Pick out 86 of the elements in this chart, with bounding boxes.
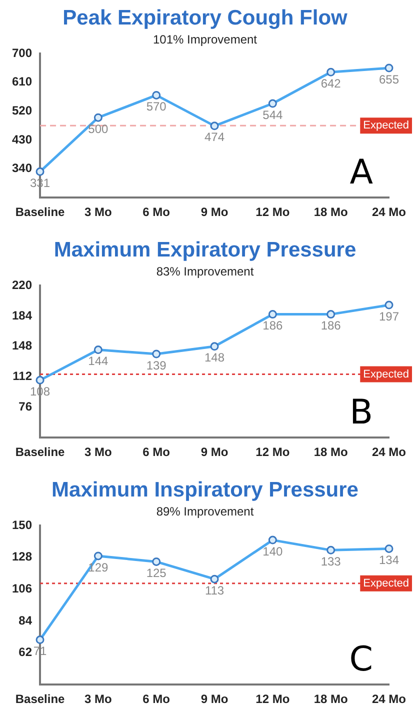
data-label: 197 xyxy=(378,309,400,324)
data-label: 570 xyxy=(146,100,167,114)
point xyxy=(384,300,394,310)
x-tick-label: 24 Mo xyxy=(372,445,406,460)
data-label: 544 xyxy=(262,108,284,122)
x-tick-label: 6 Mo xyxy=(142,445,170,460)
annotation: B xyxy=(350,392,373,432)
data-label: 474 xyxy=(204,130,225,144)
y-tick-label: 700 xyxy=(12,46,32,60)
data-label: 139 xyxy=(146,358,167,372)
point xyxy=(210,574,219,584)
point xyxy=(36,636,44,644)
x-tick-label: 9 Mo xyxy=(200,692,228,706)
data-label: 500 xyxy=(88,122,109,136)
y-tick-label: 150 xyxy=(12,518,32,532)
point xyxy=(152,350,161,358)
data-label: 186 xyxy=(262,318,284,333)
point xyxy=(326,68,336,76)
x-tick-label: 3 Mo xyxy=(84,445,112,460)
x-tick-label: 3 Mo xyxy=(84,205,112,220)
x-tick-label: 18 Mo xyxy=(314,692,348,706)
chart-title: Peak Expiratory Cough Flow xyxy=(62,6,348,30)
y-tick-label: 148 xyxy=(12,338,32,353)
x-tick-label: 9 Mo xyxy=(200,445,228,460)
x-tick-label: 3 Mo xyxy=(84,692,112,706)
point xyxy=(152,90,161,100)
y-tick-label: 112 xyxy=(12,369,32,384)
y-tick-label: 610 xyxy=(12,74,32,89)
x-tick-label: 12 Mo xyxy=(256,692,290,706)
x-tick-label: 6 Mo xyxy=(142,692,170,706)
x-tick-label: 18 Mo xyxy=(314,445,348,460)
x-tick-label: 24 Mo xyxy=(372,692,406,706)
x-tick-label: Baseline xyxy=(15,445,66,460)
point xyxy=(210,342,219,351)
x-tick-label: Baseline xyxy=(15,692,66,706)
y-tick-label: 106 xyxy=(12,582,32,596)
chart-subtitle: 83% Improvement xyxy=(156,264,254,279)
point xyxy=(94,552,102,560)
y-tick-label: 340 xyxy=(12,161,32,176)
y-tick-label: 520 xyxy=(12,104,32,118)
point xyxy=(36,376,44,384)
x-tick-label: 18 Mo xyxy=(314,205,348,220)
x-tick-label: 6 Mo xyxy=(142,205,170,220)
point xyxy=(326,310,336,319)
point xyxy=(268,310,277,319)
y-tick-label: 184 xyxy=(12,308,32,322)
point xyxy=(152,557,161,566)
data-label: 133 xyxy=(320,554,342,568)
ref-line-label: Expected xyxy=(363,577,410,590)
y-tick-label: 62 xyxy=(18,645,32,660)
point xyxy=(94,113,102,122)
chart-subtitle: 89% Improvement xyxy=(156,504,254,519)
point xyxy=(94,346,102,354)
y-tick-label: 220 xyxy=(12,278,32,292)
point xyxy=(326,546,336,554)
x-tick-label: 12 Mo xyxy=(256,445,290,460)
data-label: 148 xyxy=(204,350,225,365)
point xyxy=(384,544,394,553)
y-tick-label: 128 xyxy=(12,550,32,564)
data-label: 140 xyxy=(262,544,284,558)
x-tick-label: 24 Mo xyxy=(372,205,406,220)
data-label: 125 xyxy=(146,566,167,580)
y-tick-label: 84 xyxy=(18,613,32,628)
data-label: 134 xyxy=(378,553,400,568)
point xyxy=(36,167,44,176)
x-tick-label: 12 Mo xyxy=(256,205,290,220)
y-tick-label: 76 xyxy=(18,400,32,414)
data-label: 144 xyxy=(88,354,109,368)
point xyxy=(210,122,219,130)
point xyxy=(268,536,277,544)
x-tick-label: Baseline xyxy=(15,205,66,220)
chart-title: Maximum Expiratory Pressure xyxy=(54,238,356,262)
data-label: 642 xyxy=(320,76,342,90)
ref-line-label: Expected xyxy=(363,368,410,380)
point xyxy=(384,64,394,72)
data-label: 655 xyxy=(378,72,400,86)
annotation: A xyxy=(350,152,373,192)
annotation: C xyxy=(349,639,373,680)
point xyxy=(268,99,277,108)
data-label: 186 xyxy=(320,318,342,333)
x-tick-label: 9 Mo xyxy=(200,205,228,220)
chart-subtitle: 101% Improvement xyxy=(152,32,258,47)
data-label: 113 xyxy=(204,583,224,598)
ref-line-label: Expected xyxy=(363,120,410,132)
y-tick-label: 430 xyxy=(12,132,32,146)
chart-title: Maximum Inspiratory Pressure xyxy=(52,478,358,502)
